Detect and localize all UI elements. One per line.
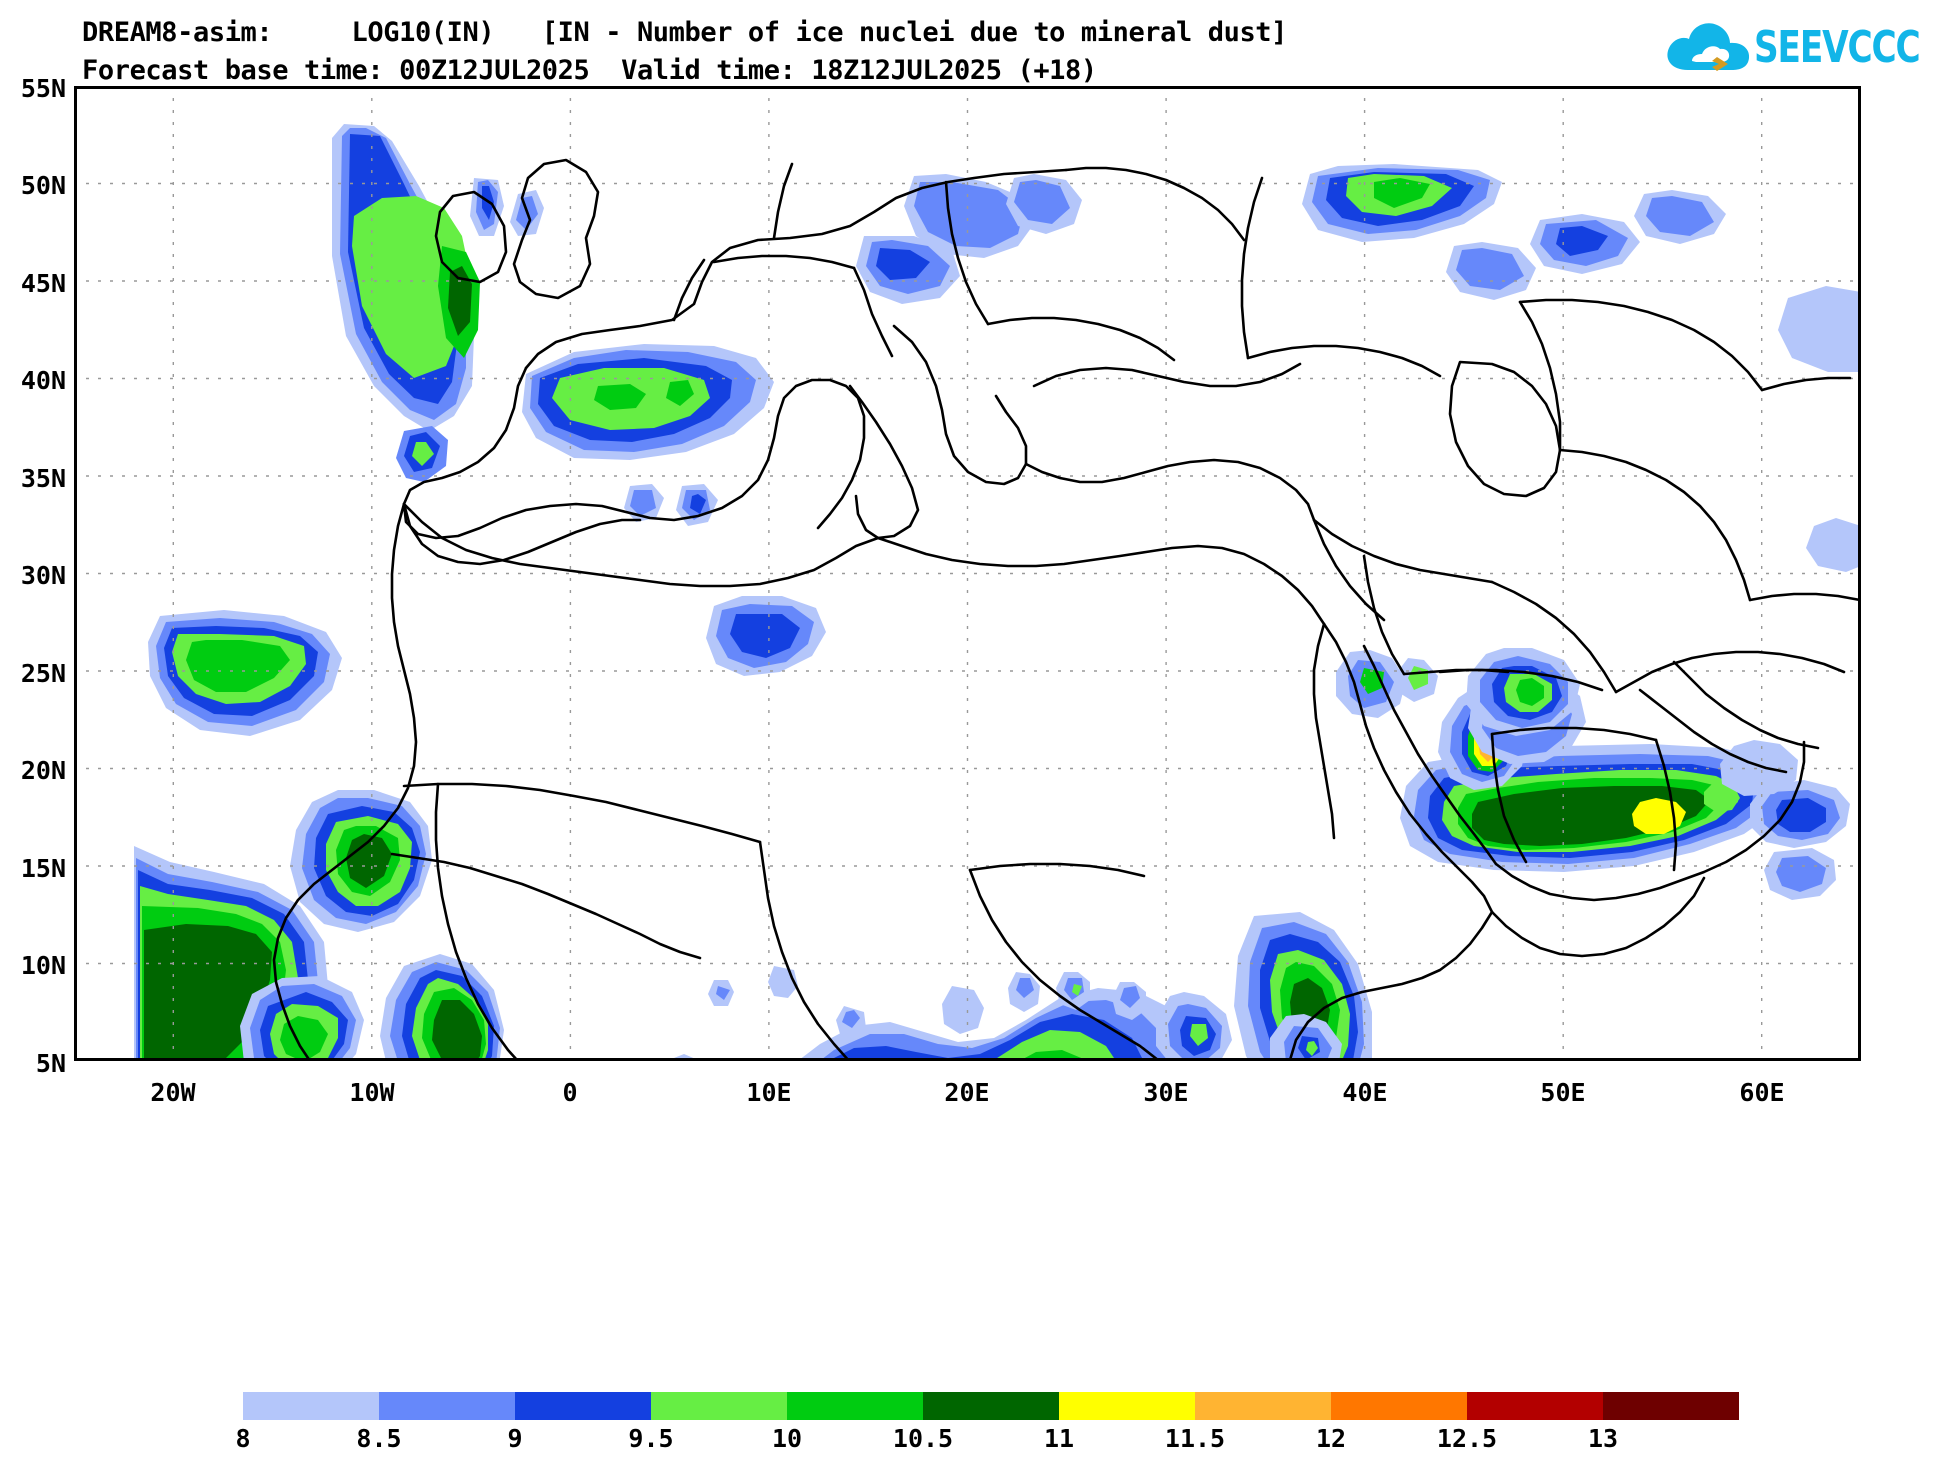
x-tick-40E: 40E: [1342, 1078, 1388, 1107]
coastline-layer: [272, 158, 1861, 1061]
colorbar-tick-8.5: 8.5: [356, 1424, 402, 1453]
x-tick-20W: 20W: [150, 1078, 196, 1107]
x-tick-30E: 30E: [1143, 1078, 1189, 1107]
colorbar-segment: [1059, 1392, 1195, 1420]
colorbar-segment: [651, 1392, 787, 1420]
x-tick-0: 0: [562, 1078, 578, 1107]
logo-wordmark: SEEVCCC: [1754, 22, 1921, 73]
colorbar-tick-8: 8: [235, 1424, 251, 1453]
header-line-2: Forecast base time: 00Z12JUL2025 Valid t…: [82, 55, 1097, 86]
dust-concentration-map: [74, 86, 1861, 1061]
seevccc-logo: SEEVCCC: [1662, 16, 1924, 80]
colorbar-segment: [1195, 1392, 1331, 1420]
colorbar-segment: [923, 1392, 1059, 1420]
colorbar-segment: [1467, 1392, 1603, 1420]
colorbar-segment: [379, 1392, 515, 1420]
y-tick-55N: 55N: [20, 74, 66, 103]
y-tick-40N: 40N: [20, 366, 66, 395]
y-tick-5N: 5N: [35, 1049, 66, 1078]
graticule-layer: [74, 86, 1861, 1061]
colorbar-tick-9.5: 9.5: [628, 1424, 674, 1453]
colorbar-segment: [515, 1392, 651, 1420]
header-line-1: DREAM8-asim: LOG10(IN) [IN - Number of i…: [82, 17, 1288, 48]
y-tick-25N: 25N: [20, 659, 66, 688]
y-tick-30N: 30N: [20, 561, 66, 590]
figure-header: DREAM8-asim: LOG10(IN) [IN - Number of i…: [82, 14, 1287, 90]
colorbar: 8 8.5 9 9.5 10 10.5 11 11.5 12 12.5 13: [0, 1392, 1942, 1467]
x-tick-10W: 10W: [349, 1078, 395, 1107]
colorbar-tick-11: 11: [1043, 1424, 1075, 1453]
colorbar-tick-12.5: 12.5: [1436, 1424, 1498, 1453]
colorbar-tick-10.5: 10.5: [892, 1424, 954, 1453]
cloud-icon: [1667, 23, 1750, 71]
map-plot-area: [74, 86, 1861, 1061]
colorbar-tick-11.5: 11.5: [1164, 1424, 1226, 1453]
x-tick-10E: 10E: [746, 1078, 792, 1107]
y-tick-15N: 15N: [20, 854, 66, 883]
y-tick-50N: 50N: [20, 171, 66, 200]
x-tick-50E: 50E: [1540, 1078, 1586, 1107]
colorbar-segment: [243, 1392, 379, 1420]
colorbar-segment: [787, 1392, 923, 1420]
y-tick-20N: 20N: [20, 756, 66, 785]
x-tick-20E: 20E: [944, 1078, 990, 1107]
colorbar-tick-9: 9: [507, 1424, 523, 1453]
y-tick-35N: 35N: [20, 464, 66, 493]
y-tick-10N: 10N: [20, 951, 66, 980]
colorbar-tick-13: 13: [1587, 1424, 1619, 1453]
x-tick-60E: 60E: [1739, 1078, 1785, 1107]
colorbar-tick-10: 10: [771, 1424, 803, 1453]
colorbar-segment: [1603, 1392, 1739, 1420]
colorbar-segment: [1331, 1392, 1467, 1420]
y-tick-45N: 45N: [20, 269, 66, 298]
colorbar-tick-12: 12: [1315, 1424, 1347, 1453]
